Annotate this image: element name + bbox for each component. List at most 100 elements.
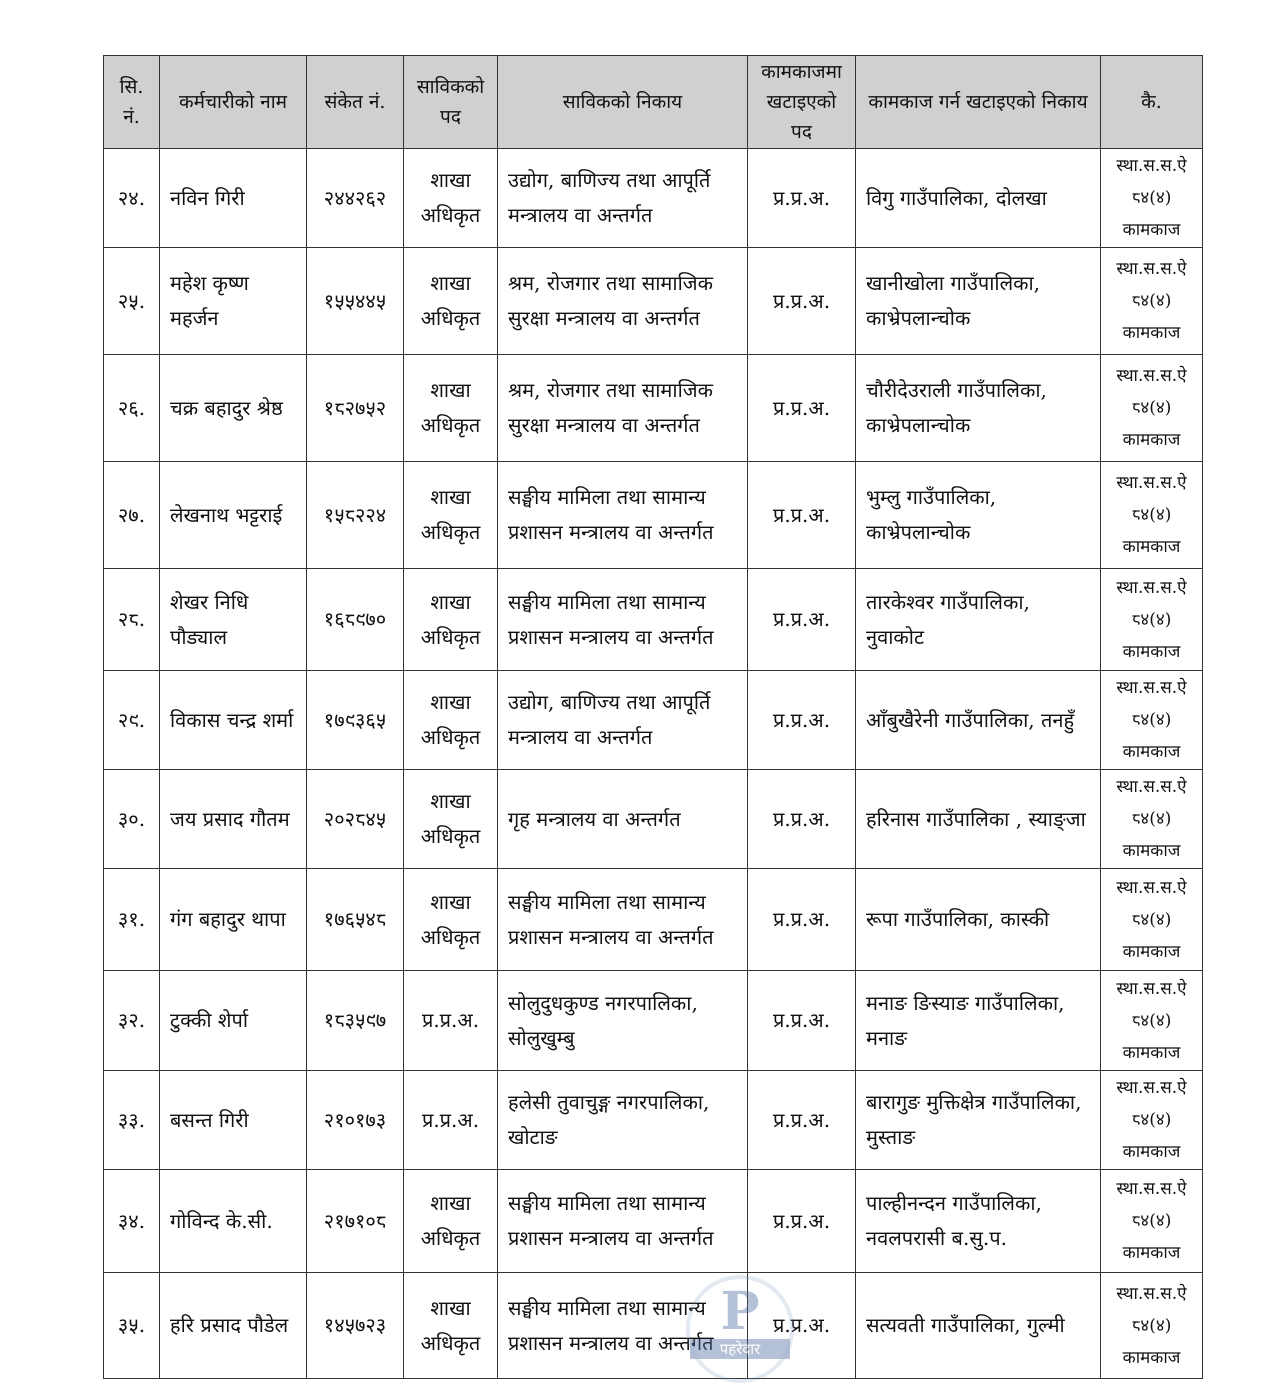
- table-cell: उद्योग, बाणिज्य तथा आपूर्ति मन्त्रालय वा…: [497, 148, 748, 248]
- table-cell: १७९३६५: [306, 670, 404, 770]
- table-cell: टुक्की शेर्पा: [159, 970, 307, 1071]
- table-cell: सङ्घीय मामिला तथा सामान्य प्रशासन मन्त्र…: [497, 461, 748, 569]
- table-cell: उद्योग, बाणिज्य तथा आपूर्ति मन्त्रालय वा…: [497, 670, 748, 770]
- table-cell: बारागुङ मुक्तिक्षेत्र गाउँपालिका, मुस्ता…: [855, 1070, 1101, 1170]
- table-cell: हलेसी तुवाचुङ्ग नगरपालिका, खोटाङ: [497, 1070, 748, 1170]
- table-cell: विकास चन्द्र शर्मा: [159, 670, 307, 770]
- table-cell: २८.: [103, 568, 160, 671]
- table-cell: १८३५९७: [306, 970, 404, 1071]
- header-cell: सि. नं.: [103, 55, 160, 149]
- table-cell: शाखा अधिकृत: [403, 247, 498, 355]
- table-cell: भुम्लु गाउँपालिका, काभ्रेपलान्चोक: [855, 461, 1101, 569]
- table-cell: स्था.स.स.ऐ ८४(४) कामकाज: [1100, 1169, 1203, 1273]
- table-cell: शाखा अधिकृत: [403, 769, 498, 869]
- table-cell: महेश कृष्ण महर्जन: [159, 247, 307, 355]
- table-cell: स्था.स.स.ऐ ८४(४) कामकाज: [1100, 970, 1203, 1071]
- table-cell: १५८२२४: [306, 461, 404, 569]
- table-cell: शाखा अधिकृत: [403, 148, 498, 248]
- header-cell: कर्मचारीको नाम: [159, 55, 307, 149]
- header-row: सि. नं. कर्मचारीको नाम संकेत नं. साविकको पद…: [103, 55, 1203, 149]
- table-cell: स्था.स.स.ऐ ८४(४) कामकाज: [1100, 670, 1203, 770]
- table-cell: चौरीदेउराली गाउँपालिका, काभ्रेपलान्चोक: [855, 354, 1101, 462]
- table-row: २५. महेश कृष्ण महर्जन १५५४४५ शाखा अधिकृत श्र…: [103, 247, 1203, 355]
- table-cell: प्र.प्र.अ.: [403, 1070, 498, 1170]
- table-row: ३३. बसन्त गिरी २१०१७३ प्र.प्र.अ. हलेसी तुवाच…: [103, 1070, 1203, 1170]
- table-cell: चक्र बहादुर श्रेष्ठ: [159, 354, 307, 462]
- staff-table: सि. नं. कर्मचारीको नाम संकेत नं. साविकको पद…: [103, 55, 1203, 1379]
- table-cell: सङ्घीय मामिला तथा सामान्य प्रशासन मन्त्र…: [497, 868, 748, 971]
- table-cell: सङ्घीय मामिला तथा सामान्य प्रशासन मन्त्र…: [497, 1169, 748, 1273]
- table-cell: स्था.स.स.ऐ ८४(४) कामकाज: [1100, 1070, 1203, 1170]
- table-row: २४. नविन गिरी २४४२६२ शाखा अधिकृत उद्योग, बाण…: [103, 148, 1203, 248]
- table-cell: हरिनास गाउँपालिका , स्याङ्जा: [855, 769, 1101, 869]
- table-cell: २०२८४५: [306, 769, 404, 869]
- table-cell: २१७१०८: [306, 1169, 404, 1273]
- table-cell: जय प्रसाद गौतम: [159, 769, 307, 869]
- header-cell: साविकको निकाय: [497, 55, 748, 149]
- table-cell: २४.: [103, 148, 160, 248]
- table-cell: १६८९७०: [306, 568, 404, 671]
- table-cell: खानीखोला गाउँपालिका, काभ्रेपलान्चोक: [855, 247, 1101, 355]
- table-row: ३५. हरि प्रसाद पौडेल १४५७२३ शाखा अधिकृत सङ्घ…: [103, 1272, 1203, 1379]
- table-cell: ३०.: [103, 769, 160, 869]
- table-cell: ३३.: [103, 1070, 160, 1170]
- table-cell: सत्यवती गाउँपालिका, गुल्मी: [855, 1272, 1101, 1379]
- table-cell: शाखा अधिकृत: [403, 1272, 498, 1379]
- table-cell: स्था.स.स.ऐ ८४(४) कामकाज: [1100, 148, 1203, 248]
- table-cell: ३२.: [103, 970, 160, 1071]
- table-cell: प्र.प्र.अ.: [747, 568, 856, 671]
- table-cell: २४४२६२: [306, 148, 404, 248]
- table-row: २७. लेखनाथ भट्टराई १५८२२४ शाखा अधिकृत सङ्घीय…: [103, 461, 1203, 569]
- table-cell: शाखा अधिकृत: [403, 568, 498, 671]
- table-cell: प्र.प्र.अ.: [747, 247, 856, 355]
- table-cell: शेखर निधि पौड्याल: [159, 568, 307, 671]
- table-body: २४. नविन गिरी २४४२६२ शाखा अधिकृत उद्योग, बाण…: [103, 148, 1203, 1379]
- table-cell: पाल्हीनन्दन गाउँपालिका, नवलपरासी ब.सु.प.: [855, 1169, 1101, 1273]
- table-cell: स्था.स.स.ऐ ८४(४) कामकाज: [1100, 1272, 1203, 1379]
- table-cell: सोलुदुधकुण्ड नगरपालिका, सोलुखुम्बु: [497, 970, 748, 1071]
- watermark-logo: P पहरेदार: [686, 1275, 794, 1383]
- table-cell: रूपा गाउँपालिका, कास्की: [855, 868, 1101, 971]
- table-cell: १७६५४८: [306, 868, 404, 971]
- table-cell: प्र.प्र.अ.: [747, 354, 856, 462]
- table-cell: २७.: [103, 461, 160, 569]
- header-cell: कामकाजमा खटाइएको पद: [747, 55, 856, 149]
- table-row: २६. चक्र बहादुर श्रेष्ठ १८२७५२ शाखा अधिकृत श…: [103, 354, 1203, 462]
- table-row: २९. विकास चन्द्र शर्मा १७९३६५ शाखा अधिकृत उद…: [103, 670, 1203, 770]
- table-cell: २९.: [103, 670, 160, 770]
- table-cell: शाखा अधिकृत: [403, 868, 498, 971]
- table-cell: प्र.प्र.अ.: [747, 461, 856, 569]
- table-row: ३०. जय प्रसाद गौतम २०२८४५ शाखा अधिकृत गृह मन…: [103, 769, 1203, 869]
- table-cell: १५५४४५: [306, 247, 404, 355]
- table-cell: २६.: [103, 354, 160, 462]
- table-cell: स्था.स.स.ऐ ८४(४) कामकाज: [1100, 461, 1203, 569]
- table-cell: शाखा अधिकृत: [403, 1169, 498, 1273]
- table-cell: शाखा अधिकृत: [403, 670, 498, 770]
- table-cell: मनाङ ङिस्याङ गाउँपालिका, मनाङ: [855, 970, 1101, 1071]
- table-cell: प्र.प्र.अ.: [747, 970, 856, 1071]
- table-cell: प्र.प्र.अ.: [747, 1070, 856, 1170]
- table-cell: शाखा अधिकृत: [403, 354, 498, 462]
- table-row: ३४. गोविन्द के.सी. २१७१०८ शाखा अधिकृत सङ्घीय…: [103, 1169, 1203, 1273]
- table-cell: स्था.स.स.ऐ ८४(४) कामकाज: [1100, 769, 1203, 869]
- table-cell: ३४.: [103, 1169, 160, 1273]
- watermark-text: पहरेदार: [690, 1339, 790, 1359]
- table-cell: तारकेश्वर गाउँपालिका, नुवाकोट: [855, 568, 1101, 671]
- table-cell: गोविन्द के.सी.: [159, 1169, 307, 1273]
- table-cell: स्था.स.स.ऐ ८४(४) कामकाज: [1100, 247, 1203, 355]
- header-cell: साविकको पद: [403, 55, 498, 149]
- table-cell: नविन गिरी: [159, 148, 307, 248]
- header-cell: संकेत नं.: [306, 55, 404, 149]
- header-cell: कै.: [1100, 55, 1203, 149]
- table-cell: १८२७५२: [306, 354, 404, 462]
- table-cell: स्था.स.स.ऐ ८४(४) कामकाज: [1100, 354, 1203, 462]
- table-cell: सङ्घीय मामिला तथा सामान्य प्रशासन मन्त्र…: [497, 568, 748, 671]
- table-cell: लेखनाथ भट्टराई: [159, 461, 307, 569]
- table-cell: श्रम, रोजगार तथा सामाजिक सुरक्षा मन्त्रा…: [497, 247, 748, 355]
- table-cell: स्था.स.स.ऐ ८४(४) कामकाज: [1100, 568, 1203, 671]
- table-cell: प्र.प्र.अ.: [403, 970, 498, 1071]
- table-cell: ३५.: [103, 1272, 160, 1379]
- table-cell: श्रम, रोजगार तथा सामाजिक सुरक्षा मन्त्रा…: [497, 354, 748, 462]
- table-cell: १४५७२३: [306, 1272, 404, 1379]
- table-cell: २१०१७३: [306, 1070, 404, 1170]
